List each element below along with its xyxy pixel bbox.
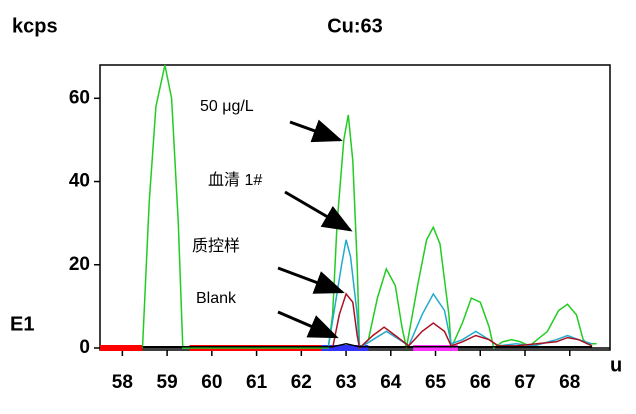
annotation: 血清 1# <box>208 171 262 189</box>
x-tick-label: 62 <box>291 372 312 393</box>
series-line <box>331 292 593 350</box>
x-tick-label: 64 <box>380 372 402 393</box>
y-tick-label: 60 <box>69 87 90 108</box>
integration-region <box>100 345 143 351</box>
x-tick-label: 68 <box>559 372 580 393</box>
annotation-arrow <box>289 119 343 143</box>
y-tick-label: 40 <box>69 171 90 192</box>
x-tick-label: 59 <box>157 372 178 393</box>
series-line <box>327 239 593 350</box>
annotation-arrow <box>284 190 353 232</box>
integration-region <box>321 345 369 351</box>
annotation: Blank <box>196 290 237 307</box>
annotation-arrow <box>277 310 339 339</box>
detector-label: E1 <box>10 313 34 335</box>
x-tick-label: 58 <box>112 372 133 393</box>
chart-title: Cu:63 <box>327 15 383 37</box>
x-tick-label: 66 <box>470 372 491 393</box>
annotation: 50 μg/L <box>200 98 254 115</box>
x-tick-label: 67 <box>514 372 535 393</box>
series-line <box>142 343 593 348</box>
annotation-arrow <box>277 266 345 294</box>
x-tick-label: 65 <box>425 372 447 393</box>
x-tick-label: 63 <box>335 372 356 393</box>
integration-region <box>413 345 458 351</box>
x-tick-label: 60 <box>201 372 222 393</box>
y-tick-label: 20 <box>69 254 90 275</box>
y-tick-label: 0 <box>79 337 90 358</box>
x-tick-label: 61 <box>246 372 268 393</box>
x-axis-label: u <box>610 354 622 376</box>
y-axis-label: kcps <box>12 15 58 37</box>
annotation: 质控样 <box>192 237 240 255</box>
